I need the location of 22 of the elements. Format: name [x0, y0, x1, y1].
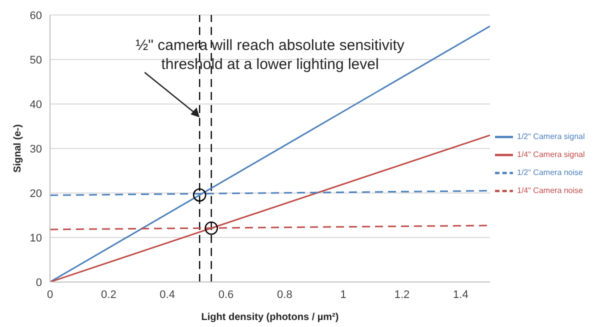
x-tick-label: 0.4 [160, 288, 175, 301]
y-tick-label: 20 [30, 188, 42, 200]
legend-label: 1/4" Camera signal [517, 150, 585, 159]
y-tick-label: 60 [30, 10, 42, 22]
x-tick-label: 0.6 [218, 288, 234, 301]
y-tick-label: 0 [36, 276, 42, 289]
y-axis-title: Signal (e-) [12, 124, 24, 173]
x-tick-label: 1 [340, 288, 346, 301]
y-tick-label: 50 [30, 54, 42, 66]
x-axis-title: Light density (photons / µm²) [201, 312, 339, 323]
x-tick-label: 1.4 [453, 288, 468, 301]
legend-label: 1/2" Camera noise [517, 168, 583, 177]
legend-label: 1/4" Camera noise [517, 186, 583, 195]
y-tick-label: 10 [30, 232, 42, 244]
x-tick-label: 1.2 [394, 288, 410, 301]
y-tick-label: 30 [30, 143, 42, 156]
annotation: ½" camera will reach absolute sensitivity threshold at a lower lighting level [134, 36, 406, 74]
y-tick-label: 40 [30, 98, 42, 111]
legend-label: 1/2" Camera signal [517, 132, 585, 141]
x-tick-label: 0.8 [277, 288, 292, 301]
x-tick-label: 0.2 [101, 288, 116, 301]
x-tick-label: 0 [46, 288, 54, 301]
